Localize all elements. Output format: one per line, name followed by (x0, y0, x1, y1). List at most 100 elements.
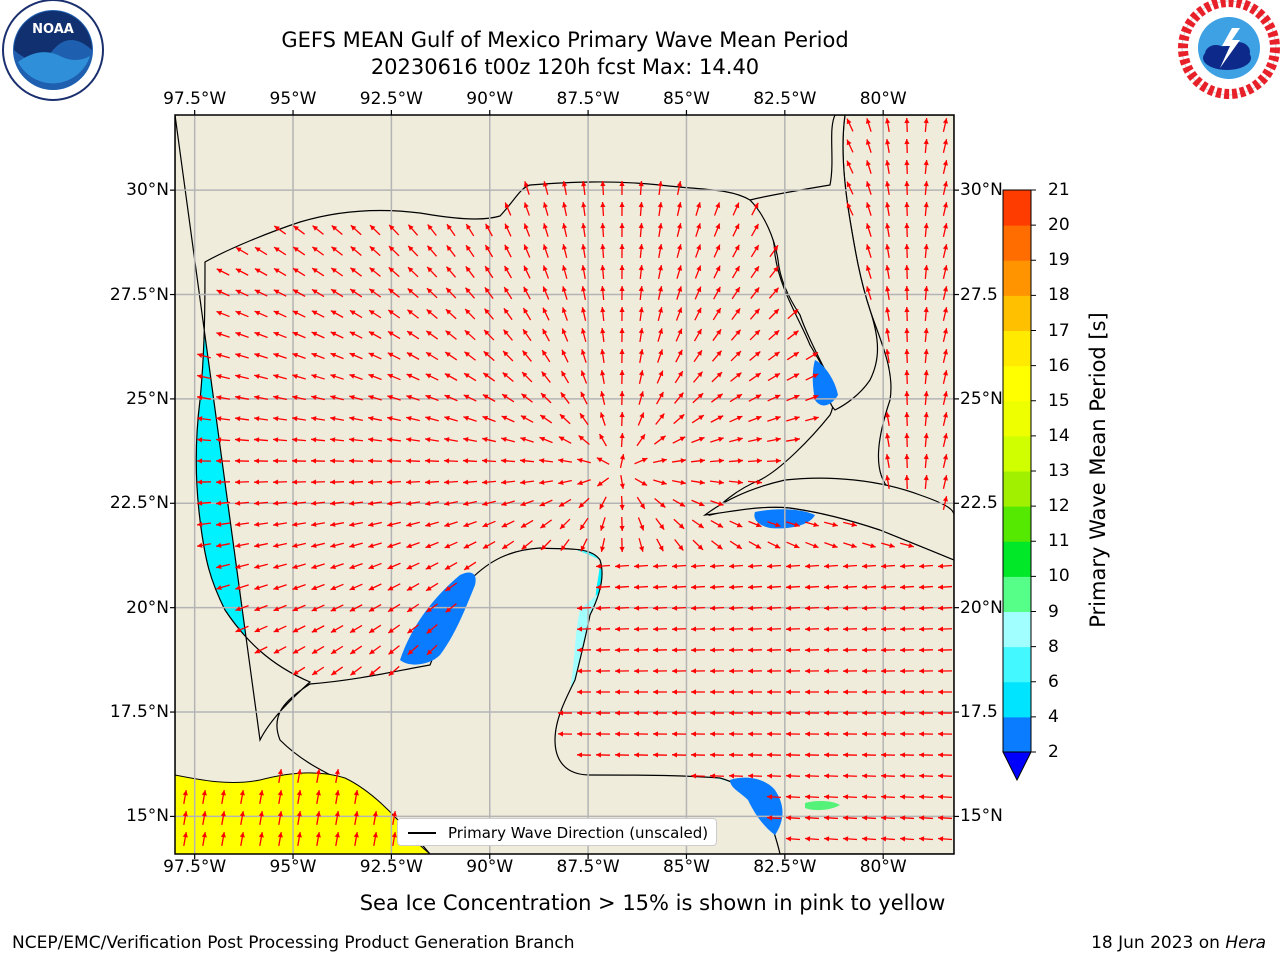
map-legend: Primary Wave Direction (unscaled) (397, 818, 718, 846)
wave-arrow (619, 474, 625, 490)
wave-arrow (638, 538, 645, 552)
wave-arrow (904, 180, 910, 196)
wave-arrow (388, 245, 400, 257)
wave-arrow (899, 752, 915, 758)
wave-arrow (465, 244, 475, 258)
wave-arrow (766, 626, 782, 632)
wave-arrow (311, 583, 325, 591)
wave-arrow (695, 202, 702, 216)
wave-arrow (462, 479, 478, 485)
wave-arrow (804, 668, 820, 674)
wave-arrow (234, 479, 250, 485)
wave-arrow (580, 349, 587, 363)
wave-arrow (787, 308, 799, 320)
wave-arrow (767, 521, 781, 528)
wave-arrow (235, 246, 249, 256)
wave-arrow (786, 541, 800, 549)
wave-arrow (315, 789, 321, 805)
lat-tick-label: 30°N (960, 180, 1003, 201)
wave-arrow (253, 458, 269, 464)
wave-arrow (638, 201, 644, 217)
wave-arrow (709, 563, 725, 569)
wave-arrow (253, 479, 269, 485)
wave-arrow (785, 668, 801, 674)
wave-arrow (500, 458, 516, 464)
wave-arrow (254, 373, 268, 380)
wave-arrow (443, 437, 459, 443)
wave-arrow (937, 647, 953, 653)
wave-arrow (881, 542, 895, 549)
colorbar-swatch (1003, 611, 1031, 648)
wave-arrow (235, 625, 249, 633)
wave-arrow (768, 329, 780, 341)
wave-arrow (619, 369, 625, 385)
wave-arrow (633, 668, 649, 674)
wave-arrow (656, 538, 664, 552)
wave-arrow (446, 223, 456, 237)
wave-arrow (785, 584, 801, 590)
campeche-deep-blue (400, 572, 476, 665)
wave-arrow (388, 224, 400, 236)
wave-arrow (234, 500, 250, 506)
colorbar-tick-label: 9 (1048, 601, 1059, 622)
wave-arrow (619, 285, 625, 301)
wave-arrow (652, 563, 668, 569)
wave-arrow (201, 831, 207, 847)
wave-arrow (937, 710, 953, 716)
wave-arrow (633, 647, 649, 653)
wave-arrow (710, 436, 724, 443)
wave-arrow (292, 331, 306, 339)
wave-arrow (239, 831, 245, 847)
wave-arrow (445, 266, 457, 278)
wave-arrow (201, 810, 207, 826)
colorbar-tick-label: 2 (1048, 742, 1059, 762)
wave-arrow (331, 224, 343, 236)
lon-tick-label: 85°W (662, 857, 710, 877)
wave-arrow (786, 415, 800, 422)
wave-arrow (292, 646, 306, 654)
colorbar-swatch (1003, 435, 1031, 472)
wave-arrow (348, 500, 364, 506)
wave-arrow (619, 201, 625, 217)
wave-arrow (482, 415, 496, 423)
colorbar-tick-label: 17 (1048, 320, 1070, 341)
wave-arrow (215, 521, 231, 527)
wave-arrow (425, 351, 439, 361)
wave-arrow (672, 499, 686, 507)
wave-arrow (675, 307, 683, 321)
wave-arrow (731, 265, 741, 279)
wave-arrow (520, 415, 534, 423)
wave-arrow (804, 584, 820, 590)
colorbar-swatch (1003, 471, 1031, 507)
wave-arrow (767, 351, 781, 361)
wave-arrow (581, 243, 587, 259)
wave-arrow (406, 394, 420, 401)
wave-arrow (657, 265, 663, 279)
wave-arrow (330, 394, 344, 401)
wave-arrow (923, 390, 929, 406)
wave-arrow (747, 605, 763, 611)
wave-arrow (443, 479, 459, 485)
wave-arrow (676, 223, 683, 237)
wave-arrow (899, 773, 915, 779)
wave-arrow (709, 731, 725, 737)
lon-tick-label: 90°W (466, 89, 514, 109)
wave-arrow (483, 329, 495, 341)
colorbar-swatch (1003, 541, 1031, 577)
wave-arrow (785, 563, 801, 569)
wave-arrow (197, 352, 211, 359)
florida-keys-deep-blue (812, 360, 838, 406)
wave-arrow (197, 374, 211, 380)
wave-arrow (652, 689, 668, 695)
wave-arrow (843, 521, 857, 527)
wave-arrow (633, 605, 649, 611)
wave-arrow (292, 542, 306, 548)
wave-arrow (766, 689, 782, 695)
wave-arrow (638, 264, 644, 280)
wave-arrow (711, 350, 723, 362)
wave-arrow (923, 432, 929, 448)
svg-text:NOAA: NOAA (32, 22, 74, 37)
wave-arrow (636, 496, 646, 510)
wave-arrow (634, 477, 648, 487)
wave-arrow (520, 519, 534, 529)
